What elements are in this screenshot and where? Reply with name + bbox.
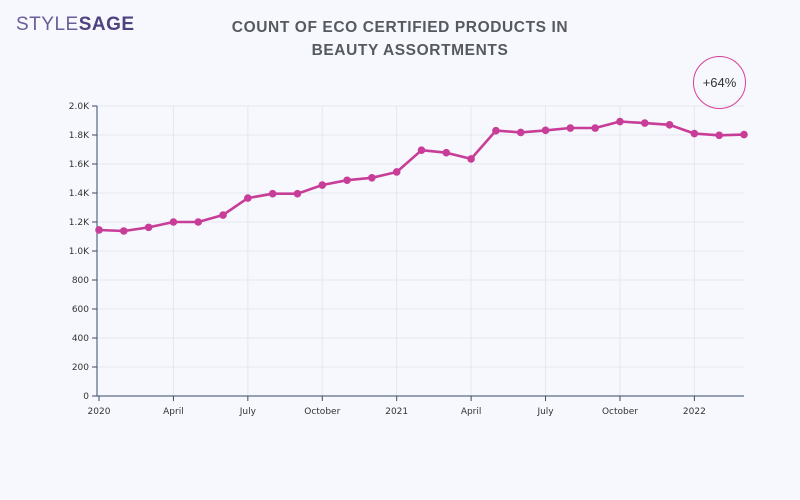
data-point xyxy=(715,131,723,140)
data-point xyxy=(120,227,128,235)
data-point xyxy=(169,218,178,226)
x-tick-label: April xyxy=(461,407,482,417)
y-tick-label: 2.0K xyxy=(69,102,90,112)
y-tick-label: 1.2K xyxy=(69,218,90,228)
data-point xyxy=(516,128,525,137)
y-tick-label: 1.6K xyxy=(69,160,90,170)
y-tick-label: 600 xyxy=(72,305,89,315)
data-point xyxy=(740,130,748,139)
data-point xyxy=(640,119,649,127)
y-tick-label: 1.4K xyxy=(69,189,90,199)
chart-title-line2: BEAUTY ASSORTMENTS xyxy=(311,42,509,59)
y-tick-label: 1.8K xyxy=(69,131,90,141)
logo-part-style: STYLE xyxy=(16,14,79,35)
data-point xyxy=(244,194,252,202)
data-point xyxy=(442,148,451,157)
x-tick-label: October xyxy=(304,407,340,417)
data-point xyxy=(492,126,500,135)
x-tick-label: 2021 xyxy=(385,407,408,417)
x-tick-label: October xyxy=(602,407,638,417)
y-tick-label: 200 xyxy=(72,363,89,373)
stylesage-logo: STYLESAGE xyxy=(16,14,135,36)
y-tick-label: 800 xyxy=(72,276,89,286)
x-tick-label: April xyxy=(163,407,184,417)
x-tick-label: 2022 xyxy=(683,407,706,417)
data-point xyxy=(194,218,203,226)
x-tick-label: July xyxy=(239,407,257,417)
data-point xyxy=(566,124,575,132)
data-point xyxy=(268,189,277,198)
x-tick-label: July xyxy=(536,407,554,417)
y-tick-label: 0 xyxy=(83,392,89,402)
data-point xyxy=(95,226,103,234)
data-point xyxy=(417,146,426,155)
growth-badge: +64% xyxy=(693,56,746,109)
chart-title-line1: COUNT OF ECO CERTIFIED PRODUCTS IN xyxy=(231,19,569,36)
chart-title: COUNT OF ECO CERTIFIED PRODUCTS IN BEAUT… xyxy=(150,16,650,62)
x-tick-label: 2020 xyxy=(88,407,111,417)
data-point xyxy=(665,121,674,129)
data-point xyxy=(591,124,599,132)
growth-badge-text: +64% xyxy=(702,75,737,90)
data-point xyxy=(467,155,475,163)
y-tick-label: 1.0K xyxy=(69,247,90,257)
data-point xyxy=(293,189,302,198)
y-tick-label: 400 xyxy=(72,334,89,344)
data-point xyxy=(219,211,227,219)
data-point xyxy=(368,173,376,182)
data-point xyxy=(541,126,550,135)
data-point xyxy=(616,117,624,126)
data-point xyxy=(144,223,153,232)
data-point xyxy=(690,129,699,138)
data-point xyxy=(343,176,351,185)
logo-part-sage: SAGE xyxy=(78,14,135,35)
data-point xyxy=(318,181,327,189)
data-point xyxy=(392,168,401,176)
series-line xyxy=(98,120,745,233)
